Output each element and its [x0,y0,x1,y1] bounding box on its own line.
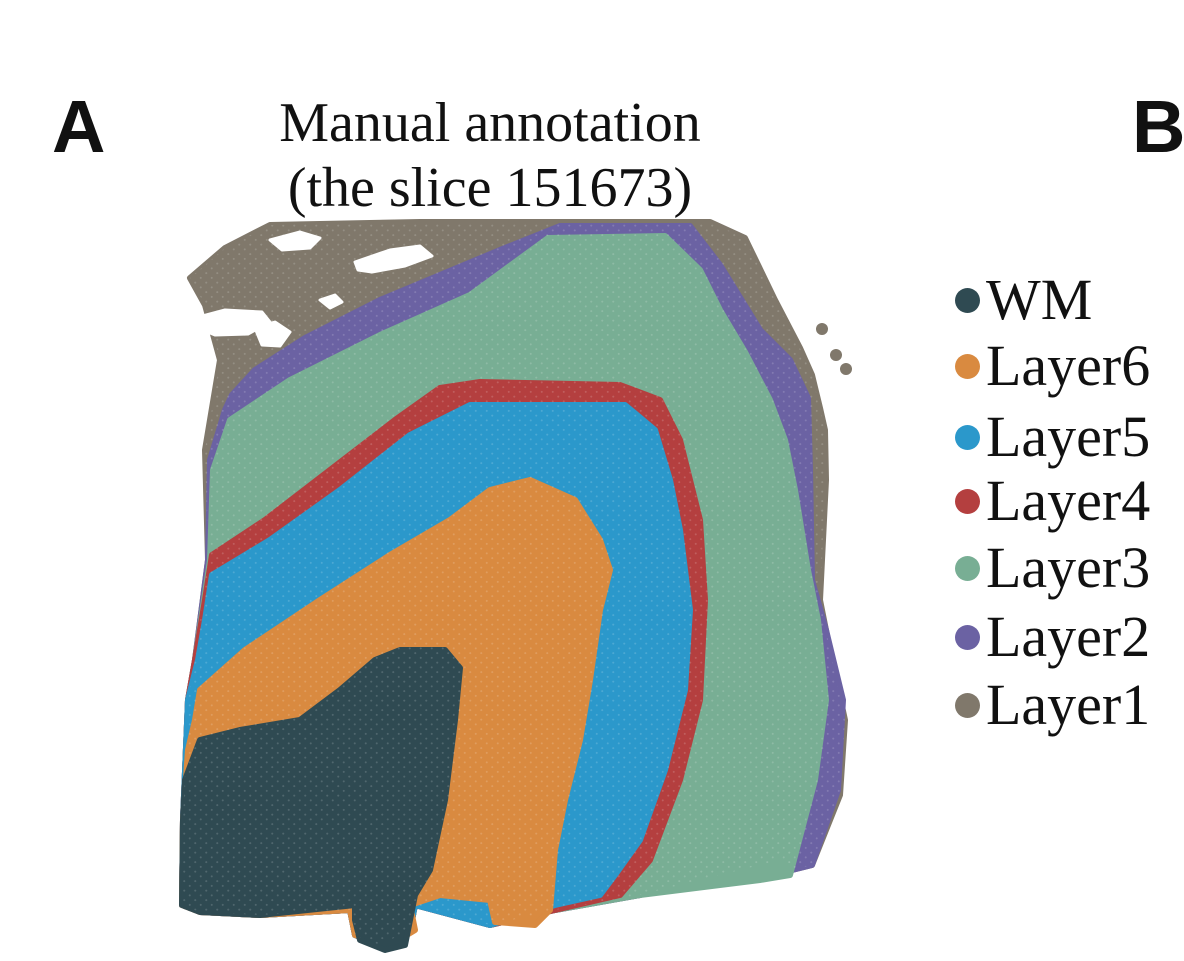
legend-label-layer2: Layer2 [986,604,1151,669]
legend-item-layer3: Layer3 [955,536,1150,600]
legend-dot-layer1 [955,692,980,718]
legend-label-wm: WM [986,267,1093,332]
legend-item-layer1: Layer1 [955,673,1150,737]
legend-item-layer5: Layer5 [955,405,1150,469]
panel-label-b: B [1132,85,1184,168]
legend-label-layer5: Layer5 [986,404,1151,469]
legend-label-layer4: Layer4 [986,468,1151,533]
stray-spots [816,323,852,375]
figure-title-line-2: (the slice 151673) [287,157,693,219]
panel-label-a: A [52,85,106,168]
legend-label-layer1: Layer1 [986,672,1151,737]
legend-item-layer2: Layer2 [955,605,1150,669]
legend-item-layer6: Layer6 [955,334,1150,398]
legend-dot-layer6 [955,353,980,379]
legend-dot-layer3 [955,555,980,581]
legend-dot-wm [955,287,980,313]
legend-label-layer6: Layer6 [986,333,1151,398]
legend-item-wm: WM [955,268,1092,332]
figure-title-line-1: Manual annotation [279,92,701,154]
legend-dot-layer5 [955,424,980,450]
legend-label-layer3: Layer3 [986,535,1151,600]
legend-dot-layer4 [955,488,980,514]
spot-texture [182,222,845,945]
legend-dot-layer2 [955,624,980,650]
legend-item-layer4: Layer4 [955,469,1150,533]
